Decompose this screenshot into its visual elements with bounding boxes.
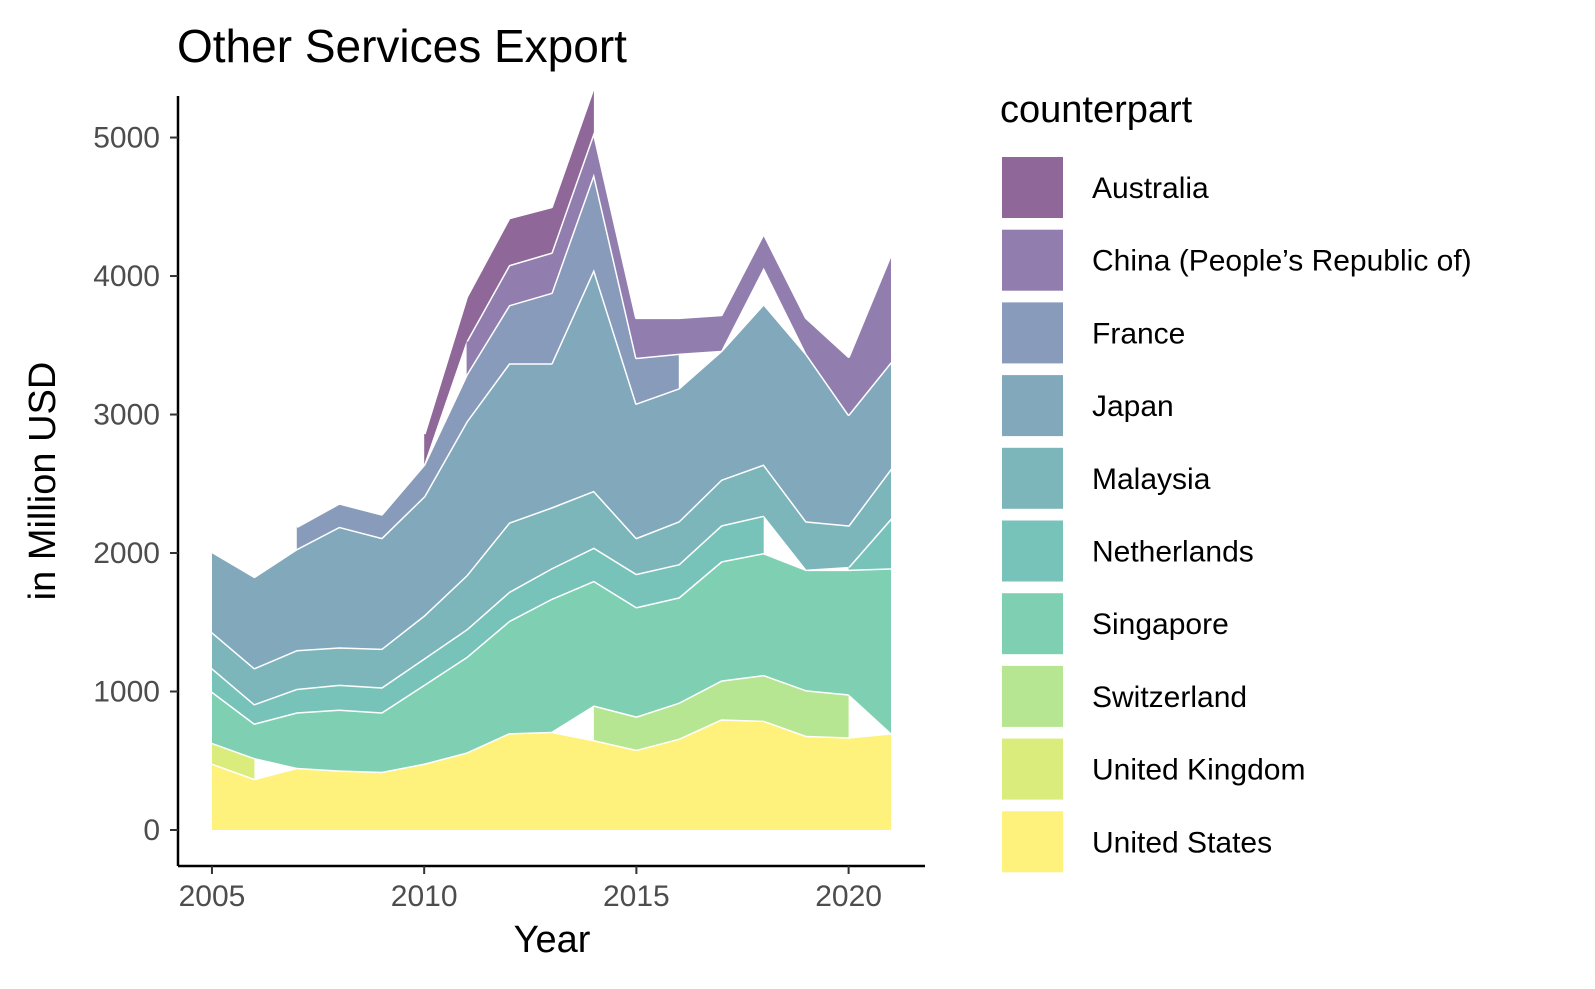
- legend-title: counterpart: [1000, 89, 1193, 131]
- legend-item-china-people-s-republic-of: China (People’s Republic of): [1002, 229, 1472, 291]
- legend-label: Australia: [1092, 172, 1209, 205]
- legend-label: Japan: [1092, 390, 1174, 423]
- y-ticks: 0 1000 2000 3000 4000 5000: [93, 122, 178, 847]
- legend-label: United States: [1092, 826, 1272, 859]
- y-tick-label: 2000: [93, 537, 160, 570]
- y-tick-label: 4000: [93, 260, 160, 293]
- legend-label: Switzerland: [1092, 681, 1247, 714]
- x-tick-label: 2015: [603, 880, 670, 913]
- area-united-kingdom: [212, 742, 255, 779]
- legend-swatch: [1002, 593, 1063, 655]
- area-singapore: [212, 553, 891, 772]
- area-japan: [212, 269, 891, 668]
- legend-swatch: [1002, 738, 1063, 800]
- legend-label: China (People’s Republic of): [1092, 245, 1472, 278]
- legend-swatch: [1002, 157, 1063, 218]
- y-tick-label: 0: [143, 814, 160, 847]
- y-tick-label: 1000: [93, 676, 160, 709]
- legend-label: Singapore: [1092, 608, 1229, 641]
- legend-label: United Kingdom: [1092, 754, 1305, 787]
- legend-swatch: [1002, 375, 1063, 437]
- x-axis-title: Year: [514, 919, 591, 961]
- legend-swatch: [1002, 665, 1063, 727]
- legend-label: Malaysia: [1092, 463, 1211, 496]
- legend-item-australia: Australia: [1002, 157, 1209, 218]
- y-tick-label: 5000: [93, 122, 160, 155]
- x-tick-label: 2005: [179, 880, 246, 913]
- x-tick-label: 2010: [391, 880, 458, 913]
- y-axis-title: in Million USD: [22, 362, 64, 601]
- legend-swatch: [1002, 302, 1063, 364]
- legend-swatch: [1002, 811, 1063, 873]
- area-france-1: [296, 173, 679, 549]
- legend: Australia China (People’s Republic of) Fra…: [1002, 157, 1472, 873]
- legend-label: France: [1092, 317, 1185, 350]
- legend-item-switzerland: Switzerland: [1002, 665, 1247, 727]
- legend-item-singapore: Singapore: [1002, 593, 1229, 655]
- legend-item-france: France: [1002, 302, 1185, 364]
- legend-swatch: [1002, 229, 1063, 291]
- area-united-states: [212, 719, 891, 830]
- chart-axes: [176, 96, 925, 868]
- area-line-australia-1: [422, 85, 596, 435]
- legend-label: Netherlands: [1092, 536, 1254, 569]
- legend-item-malaysia: Malaysia: [1002, 447, 1211, 509]
- legend-item-netherlands: Netherlands: [1002, 520, 1254, 582]
- legend-item-united-states: United States: [1002, 811, 1272, 873]
- chart-areas: [211, 85, 893, 830]
- area-china-people-s-republic-of: [466, 132, 891, 415]
- legend-item-united-kingdom: United Kingdom: [1002, 738, 1305, 800]
- y-tick-label: 3000: [93, 399, 160, 432]
- area-switzerland: [593, 674, 849, 750]
- x-ticks: 2005 2010 2015 2020: [179, 866, 882, 913]
- chart-title: Other Services Export: [177, 20, 627, 72]
- x-tick-label: 2020: [815, 880, 882, 913]
- legend-swatch: [1002, 447, 1063, 509]
- legend-item-japan: Japan: [1002, 375, 1174, 437]
- legend-swatch: [1002, 520, 1063, 582]
- area-malaysia: [212, 464, 891, 704]
